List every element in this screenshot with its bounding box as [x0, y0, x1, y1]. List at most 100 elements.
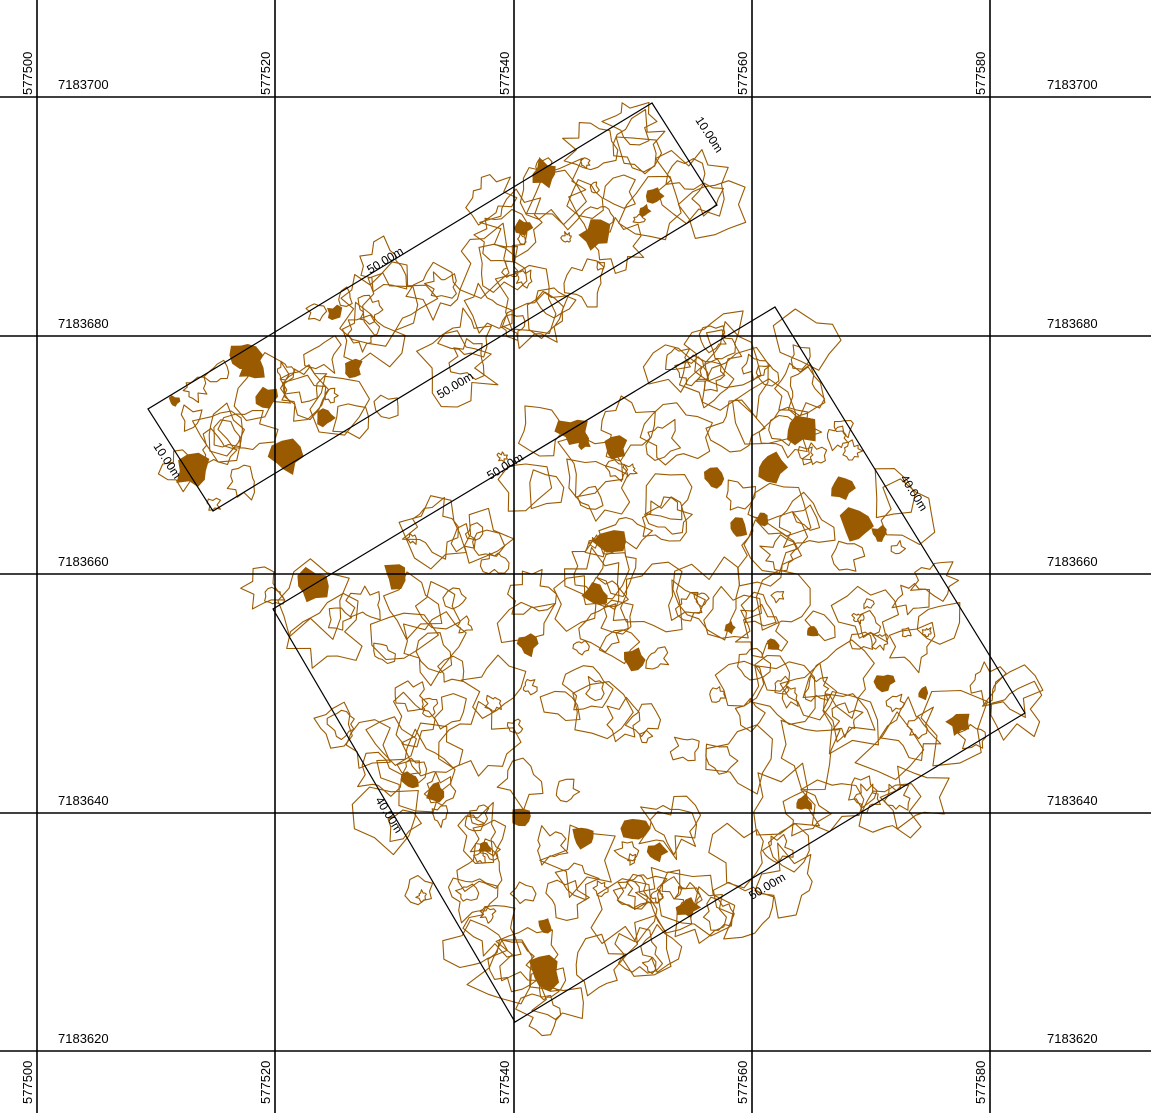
- contour-line: [455, 883, 480, 902]
- contour-line: [517, 233, 527, 245]
- contour-line: [657, 871, 736, 937]
- anomaly-patch: [675, 897, 702, 919]
- contour-line: [396, 757, 428, 784]
- contour-line: [572, 681, 634, 740]
- northing-label-right: 7183620: [1047, 1031, 1098, 1046]
- anomaly-patch: [554, 419, 589, 445]
- easting-label-top: 577560: [735, 52, 750, 95]
- contour-line: [563, 258, 605, 308]
- contour-line: [376, 728, 456, 813]
- anomaly-patch: [426, 781, 445, 803]
- contour-line: [602, 174, 636, 209]
- contour-line: [787, 366, 826, 418]
- contour-line: [519, 157, 587, 231]
- contour-line: [466, 939, 533, 1005]
- contour-line: [240, 566, 286, 610]
- anomaly-patch: [871, 524, 887, 542]
- contour-line: [851, 612, 865, 625]
- contour-line: [802, 639, 875, 719]
- anomaly-patch: [168, 395, 181, 407]
- contour-line: [464, 814, 485, 832]
- contour-line: [506, 718, 524, 734]
- contour-line: [683, 310, 744, 382]
- contour-line: [450, 523, 476, 553]
- contour-line: [649, 795, 702, 856]
- contour-line: [638, 804, 698, 861]
- dimension-label: 50.00m: [364, 244, 406, 277]
- easting-label-top: 577580: [973, 52, 988, 95]
- contour-line: [456, 842, 503, 892]
- contour-line: [469, 819, 507, 857]
- contour-line: [479, 905, 497, 924]
- contour-line: [621, 914, 672, 977]
- contour-line: [668, 579, 706, 621]
- contour-line: [373, 642, 396, 665]
- contour-line: [438, 700, 522, 777]
- anomaly-patch: [639, 203, 652, 217]
- contour-line: [369, 612, 439, 661]
- contour-line: [705, 724, 773, 795]
- contour-line: [590, 878, 658, 945]
- contour-line: [421, 697, 439, 718]
- contour-line: [665, 158, 706, 190]
- contour-line: [496, 451, 508, 463]
- contour-line: [863, 598, 875, 610]
- anomaly-patch: [730, 517, 748, 537]
- anomaly-patch: [327, 304, 343, 321]
- contour-line: [357, 294, 384, 325]
- contour-line: [779, 662, 838, 721]
- contour-line: [741, 353, 771, 381]
- contour-line: [641, 956, 657, 975]
- contour-line: [661, 876, 683, 900]
- contour-line: [622, 463, 638, 478]
- anomaly-patch: [645, 187, 665, 204]
- contour-line: [734, 697, 766, 733]
- contour-line: [402, 611, 467, 687]
- contour-line: [479, 552, 510, 575]
- contour-line: [577, 485, 604, 510]
- contour-line: [770, 591, 785, 604]
- northing-label-left: 7183680: [58, 316, 109, 331]
- contour-line: [596, 260, 605, 271]
- anomaly-patch: [512, 808, 531, 827]
- contour-line: [202, 427, 238, 466]
- contour-line: [790, 344, 811, 370]
- anomaly-patch: [345, 358, 363, 379]
- contour-line: [433, 693, 467, 730]
- anomaly-patch: [918, 685, 929, 701]
- contour-line: [641, 496, 687, 542]
- anomaly-patch: [238, 352, 265, 379]
- contour-line: [732, 378, 797, 445]
- contour-line: [645, 473, 693, 521]
- contour-line: [615, 136, 663, 175]
- contour-line: [472, 529, 506, 557]
- contour-line: [402, 760, 422, 775]
- contour-line: [473, 208, 529, 263]
- contour-line: [585, 675, 605, 702]
- contour-line: [281, 374, 327, 422]
- contour-line: [598, 517, 653, 550]
- anomaly-patch: [592, 530, 627, 553]
- dimension-label: 50.00m: [434, 369, 476, 402]
- contour-line: [601, 101, 658, 146]
- contour-line: [639, 402, 713, 466]
- contour-line: [774, 362, 826, 417]
- contour-line: [754, 654, 791, 692]
- contour-line: [414, 580, 461, 630]
- contour-line: [554, 862, 600, 901]
- contour-line: [768, 414, 798, 447]
- contour-line: [339, 272, 419, 347]
- dimension-label: 40.00m: [897, 472, 930, 513]
- contour-line: [478, 838, 501, 861]
- contour-line: [465, 174, 518, 226]
- anomaly-patch: [604, 435, 628, 460]
- contour-line: [753, 762, 821, 836]
- contour-line: [708, 822, 764, 889]
- contour-line: [566, 458, 631, 522]
- contour-line: [879, 765, 950, 830]
- contour-line: [416, 330, 499, 408]
- contour-line: [709, 686, 727, 703]
- contour-line: [596, 536, 637, 598]
- contour-line: [545, 879, 590, 921]
